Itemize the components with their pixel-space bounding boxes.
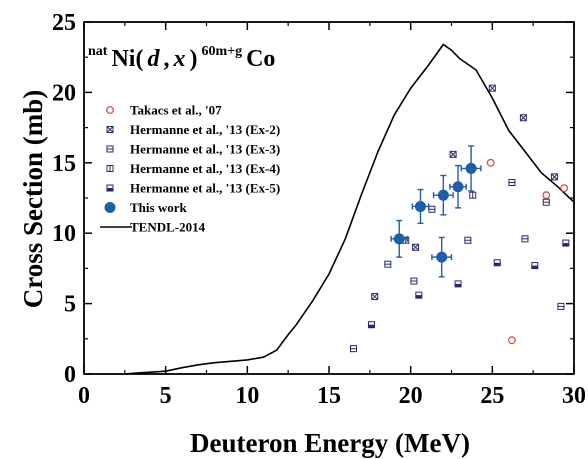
data-point (384, 260, 392, 268)
marker-cross (412, 243, 419, 251)
legend-marker (106, 165, 114, 172)
tendl-curve-layer (124, 43, 575, 375)
y-tick-label: 5 (64, 292, 76, 318)
marker-cross (551, 173, 558, 181)
legend-label: Hermanne et al., '13 (Ex-2) (130, 122, 280, 137)
axes (83, 21, 575, 375)
y-tick-label: 20 (52, 80, 76, 106)
legend-label: This work (130, 200, 187, 215)
marker-half-fill (455, 283, 462, 287)
x-tick-label: 20 (399, 383, 423, 409)
data-point (542, 191, 551, 200)
data-point (542, 198, 550, 206)
reaction-target-superscript: nat (88, 44, 108, 59)
marker-cross (488, 84, 496, 92)
x-axis-label: Deuteron Energy (MeV) (190, 428, 470, 458)
data-point (367, 321, 375, 329)
data-points (350, 84, 570, 353)
plot-frame (83, 21, 575, 375)
reaction-projectile: d (147, 46, 160, 72)
marker-half-fill (368, 324, 375, 328)
data-point (508, 179, 516, 187)
x-tick-label: 5 (160, 383, 172, 409)
data-point (415, 291, 423, 299)
x-tick-label: 10 (235, 383, 259, 409)
reaction-label: nat Ni( d , x ) 60m+g Co (88, 42, 275, 72)
marker-cross (520, 114, 527, 122)
data-point-this-work (436, 251, 448, 263)
y-tick-label: 10 (52, 221, 76, 247)
reaction-target: Ni( (111, 46, 143, 72)
data-point-this-work (393, 233, 405, 245)
reaction-separator: , (163, 46, 169, 72)
legend-marker (106, 126, 114, 133)
legend-label: Hermanne et al., '13 (Ex-5) (130, 181, 280, 196)
data-point (410, 277, 418, 285)
data-point (469, 191, 477, 199)
legend-marker (106, 145, 114, 153)
reaction-close: ) (189, 46, 197, 72)
data-point-this-work (414, 200, 426, 212)
x-tick-label: 0 (78, 383, 90, 409)
x-tick-label: 30 (562, 383, 586, 409)
data-point (550, 173, 558, 181)
data-point (493, 259, 501, 267)
legend-label: TENDL-2014 (130, 220, 206, 235)
marker-half-fill (415, 295, 422, 299)
marker-cross (371, 293, 379, 300)
data-point (464, 236, 472, 244)
data-point (521, 235, 529, 243)
data-point-this-work (437, 189, 449, 201)
reaction-product: Co (246, 46, 275, 72)
marker-cross (106, 126, 114, 133)
data-point (428, 205, 436, 213)
data-point (531, 262, 539, 270)
data-point (560, 184, 569, 193)
marker-half-fill (531, 265, 538, 269)
data-point (562, 239, 570, 247)
legend-marker (106, 106, 114, 114)
data-point (454, 280, 462, 288)
data-point (557, 302, 565, 310)
legend-label: Hermanne et al., '13 (Ex-4) (130, 161, 280, 176)
data-point-this-work (465, 162, 477, 174)
y-tick-label: 25 (52, 10, 76, 36)
data-point (508, 336, 516, 345)
marker-half-fill (107, 188, 113, 191)
data-point (519, 114, 527, 122)
marker-cross (449, 150, 457, 158)
reaction-ejectile: x (172, 46, 185, 72)
x-tick-label: 25 (480, 383, 504, 409)
x-tick-label: 15 (317, 383, 341, 409)
y-tick-label: 0 (64, 362, 76, 388)
marker-half-fill (494, 262, 501, 266)
data-point (350, 345, 357, 353)
legend-label: Takacs et al., '07 (130, 103, 222, 118)
data-point (371, 293, 379, 301)
reaction-product-superscript: 60m+g (201, 44, 242, 59)
legend-marker (106, 184, 114, 192)
data-point (412, 243, 420, 251)
y-axis-label: Cross Section (mb) (18, 90, 48, 309)
data-point-this-work (452, 181, 464, 193)
tick-labels: 0 5 10 15 20 25 30 0 5 10 15 20 25 (52, 10, 586, 409)
legend: Takacs et al., '07 Hermanne et al., '13 (… (100, 103, 280, 235)
data-point (488, 84, 496, 92)
legend-label: Hermanne et al., '13 (Ex-3) (130, 142, 280, 157)
data-point (486, 158, 495, 167)
y-tick-label: 15 (52, 151, 76, 177)
legend-marker (104, 202, 116, 213)
data-point (449, 150, 457, 158)
tendl-2014-curve (124, 43, 575, 375)
marker-half-fill (562, 243, 569, 247)
